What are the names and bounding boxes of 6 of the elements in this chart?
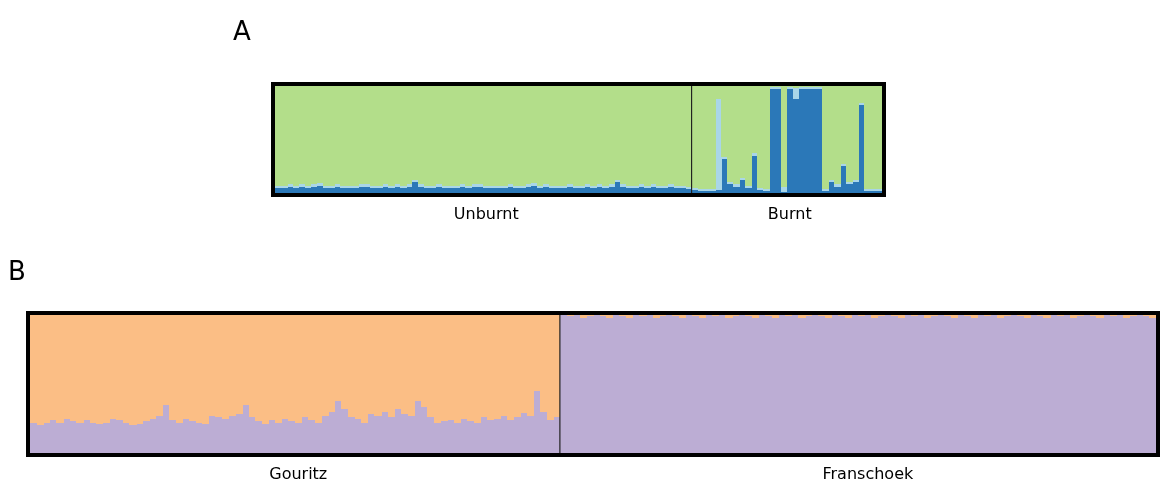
chart-title: B bbox=[8, 256, 26, 286]
x-tick-label: Franschoek bbox=[822, 464, 914, 483]
x-tick-label: Unburnt bbox=[453, 204, 519, 223]
x-tick-label: Gouritz bbox=[269, 464, 328, 483]
chart-title: A bbox=[233, 16, 251, 46]
x-tick-label: Burnt bbox=[767, 204, 812, 223]
